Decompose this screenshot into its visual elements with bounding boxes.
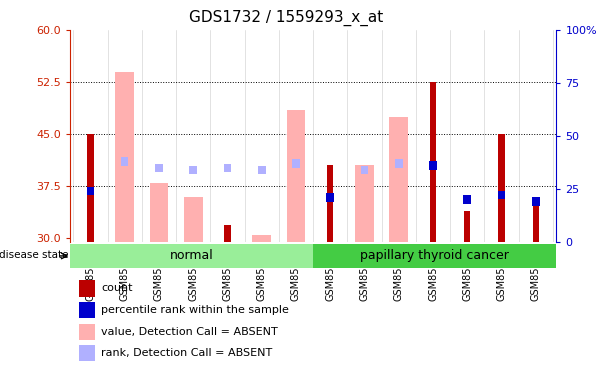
- Text: value, Detection Call = ABSENT: value, Detection Call = ABSENT: [101, 327, 278, 337]
- Bar: [430, 82, 436, 242]
- Bar: [355, 165, 374, 242]
- Text: rank, Detection Call = ABSENT: rank, Detection Call = ABSENT: [101, 348, 272, 358]
- Bar: [224, 164, 231, 172]
- Bar: [326, 193, 334, 201]
- Bar: [361, 166, 368, 174]
- Bar: [286, 110, 305, 242]
- Bar: [116, 72, 134, 242]
- Bar: [155, 164, 163, 172]
- Bar: [87, 187, 94, 195]
- Text: disease state: disease state: [0, 250, 69, 260]
- Bar: [88, 134, 94, 242]
- Bar: [190, 166, 197, 174]
- Bar: [79, 302, 95, 318]
- Bar: [150, 183, 168, 242]
- Bar: [252, 235, 271, 242]
- Bar: [258, 166, 266, 174]
- Bar: [429, 161, 437, 170]
- Bar: [532, 198, 539, 206]
- Bar: [389, 117, 408, 242]
- Bar: [184, 197, 202, 242]
- Text: GDS1732 / 1559293_x_at: GDS1732 / 1559293_x_at: [188, 9, 383, 26]
- Text: count: count: [101, 284, 133, 294]
- Bar: [533, 197, 539, 242]
- Bar: [464, 211, 471, 242]
- Text: normal: normal: [170, 249, 213, 262]
- Bar: [463, 195, 471, 204]
- Bar: [395, 159, 402, 168]
- Bar: [79, 324, 95, 340]
- Bar: [327, 165, 333, 242]
- Bar: [292, 159, 300, 168]
- Text: papillary thyroid cancer: papillary thyroid cancer: [361, 249, 509, 262]
- Bar: [79, 345, 95, 362]
- Text: percentile rank within the sample: percentile rank within the sample: [101, 305, 289, 315]
- Bar: [79, 280, 95, 297]
- Bar: [224, 225, 230, 242]
- Bar: [498, 191, 505, 200]
- Bar: [499, 134, 505, 242]
- Bar: [121, 157, 128, 165]
